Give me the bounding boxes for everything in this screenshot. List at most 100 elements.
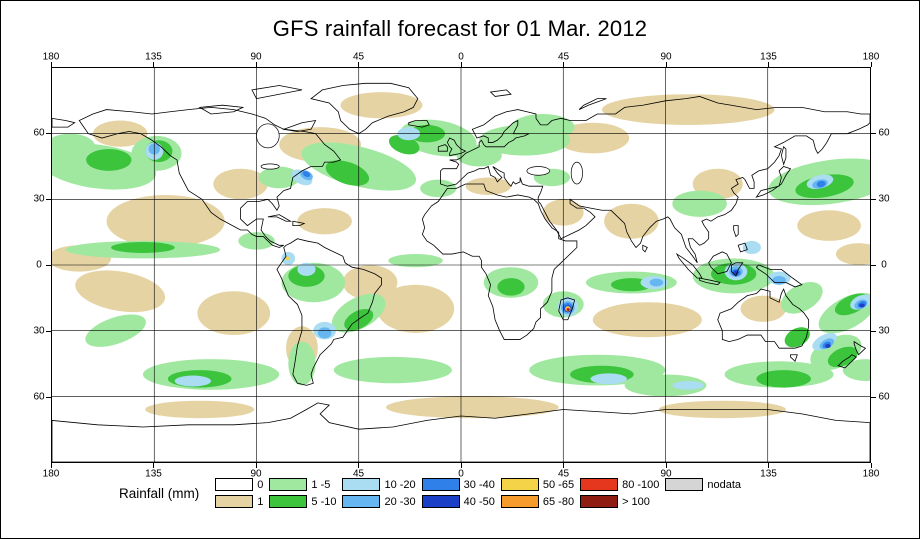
- legend-column: nodata: [665, 478, 741, 508]
- lon-tick-label-top: 135: [760, 51, 777, 63]
- coastline-srilanka: [643, 245, 648, 252]
- rain-region: [601, 94, 775, 125]
- legend-entry: 1: [215, 495, 263, 508]
- lon-tick-label-bottom: 45: [352, 468, 365, 480]
- rain-region: [386, 396, 559, 419]
- axis-tick: [563, 463, 564, 468]
- lat-tick-label-right: 60: [878, 127, 890, 139]
- legend-entry-label: 65 -80: [542, 495, 575, 508]
- legend-swatch: [342, 495, 381, 508]
- axis-tick: [153, 62, 154, 67]
- axis-tick: [665, 463, 667, 468]
- axis-tick: [358, 62, 359, 67]
- coastline-java: [700, 278, 720, 285]
- coastline-australia: [718, 289, 809, 348]
- rain-region: [258, 166, 300, 189]
- coastline-japan: [756, 167, 790, 198]
- coastline-luzon: [734, 226, 739, 237]
- rain-region: [510, 113, 575, 141]
- lat-tick-label-left: 60: [33, 391, 45, 403]
- rain-region: [75, 270, 166, 313]
- rain-region: [567, 308, 570, 311]
- rain-region: [835, 243, 870, 265]
- rain-region: [342, 265, 398, 301]
- rain-region: [302, 171, 311, 178]
- lat-tick-label-right: 60: [878, 391, 890, 403]
- lon-tick-label-top: 45: [352, 51, 365, 63]
- coastline-victoria: [200, 105, 243, 114]
- axis-tick: [871, 264, 876, 266]
- rain-region: [456, 144, 502, 167]
- axis-tick: [46, 396, 51, 398]
- rain-region: [52, 133, 96, 160]
- rain-region: [388, 254, 443, 268]
- legend-entry-label: 20 -30: [384, 495, 416, 508]
- axis-tick: [871, 198, 876, 200]
- lat-tick-label-left: 0: [36, 259, 42, 271]
- lat-tick-label-left: 30: [33, 325, 45, 337]
- legend-entry-label: 30 -40: [463, 478, 495, 491]
- caspian-sea: [571, 162, 582, 184]
- lon-tick-label-bottom: 90: [250, 468, 262, 480]
- rain-region: [111, 242, 175, 253]
- legend-entry-label: 10 -20: [384, 478, 416, 491]
- coastline-svalbard: [491, 90, 511, 97]
- axis-tick: [460, 463, 462, 468]
- legend-swatch: [269, 478, 308, 491]
- legend-swatch: [421, 495, 460, 508]
- axis-tick: [153, 463, 154, 468]
- coastline-sulawesi: [731, 263, 742, 276]
- hudson-bay: [257, 124, 280, 148]
- rain-region: [213, 168, 268, 200]
- rain-region: [197, 291, 271, 336]
- coastline-eurasia: [441, 96, 870, 262]
- rain-region: [86, 148, 132, 171]
- legend-swatch: [500, 495, 539, 508]
- great-lakes: [261, 164, 279, 169]
- coastline-antarctica: [52, 403, 870, 462]
- lat-tick-label-left: 30: [33, 193, 45, 205]
- coastline-northamerica: [79, 107, 340, 247]
- grid-lines: [52, 68, 870, 462]
- axis-tick: [665, 62, 667, 67]
- legend-entry: > 100: [580, 495, 659, 508]
- legend-title: Rainfall (mm): [119, 485, 200, 501]
- rain-region: [672, 381, 705, 390]
- legend-column: 10 -20 20 -30: [342, 478, 416, 508]
- rain-region: [772, 275, 786, 285]
- coastline-madagascar: [559, 298, 575, 320]
- coastline-borneo: [709, 252, 732, 274]
- rain-region: [827, 346, 858, 368]
- lon-tick-label-bottom: 45: [557, 468, 570, 480]
- legend-entry: 50 -65: [500, 478, 574, 491]
- coastline-newguinea: [756, 265, 801, 287]
- rain-region: [816, 180, 826, 188]
- legend-entry-label: 40 -50: [463, 495, 495, 508]
- axis-tick: [255, 463, 257, 468]
- rain-region: [781, 282, 823, 314]
- rain-region: [317, 327, 332, 339]
- coastline-cuba: [268, 215, 291, 222]
- axis-tick: [46, 198, 51, 200]
- rain-region: [842, 359, 870, 382]
- axis-tick: [871, 396, 876, 398]
- rain-region: [556, 122, 630, 154]
- rain-region: [672, 190, 727, 217]
- rain-region: [288, 341, 316, 386]
- rain-region: [288, 265, 325, 287]
- coastline-nznorth: [854, 342, 865, 355]
- rain-region: [420, 179, 457, 198]
- lat-tick-label-left: 60: [33, 127, 45, 139]
- legend-entry: 0: [215, 478, 263, 491]
- black-sea: [527, 167, 550, 176]
- legend-swatch: [421, 478, 460, 491]
- legend-entry: 30 -40: [421, 478, 495, 491]
- lon-tick-label-bottom: 180: [42, 468, 60, 480]
- axis-tick: [46, 132, 51, 134]
- lon-tick-label-bottom: 135: [760, 468, 777, 480]
- legend-entry-label: 1: [257, 495, 264, 508]
- rain-region: [106, 194, 225, 248]
